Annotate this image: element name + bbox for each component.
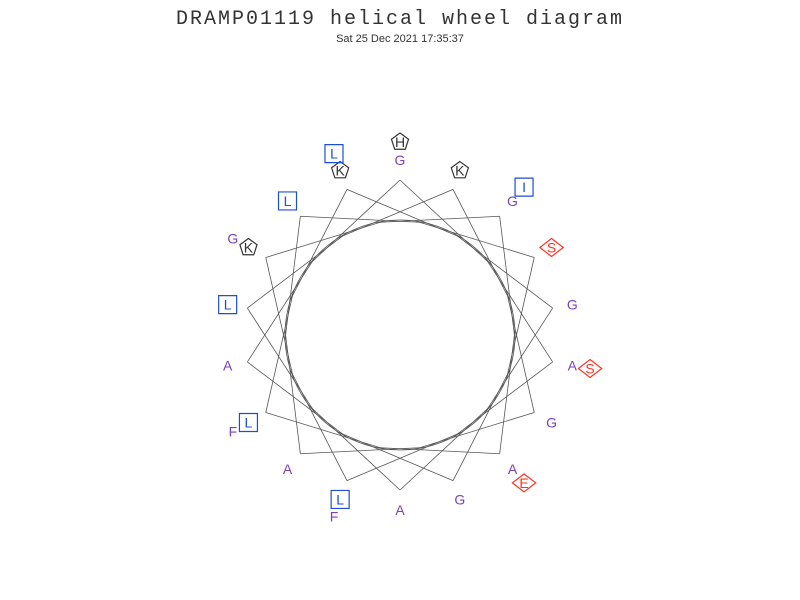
residue-label: A xyxy=(568,357,578,373)
wheel-spoke xyxy=(376,216,515,339)
wheel-spoke xyxy=(376,331,515,454)
residue-label: A xyxy=(223,357,233,373)
wheel-spoke xyxy=(285,216,424,339)
residue-label: I xyxy=(522,179,526,195)
wheel-spoke xyxy=(309,406,490,490)
residue-label: F xyxy=(330,508,339,524)
residue-label: H xyxy=(395,134,405,150)
page-title: DRAMP01119 helical wheel diagram xyxy=(0,8,800,31)
residue-label: K xyxy=(244,240,254,256)
wheel-spoke xyxy=(285,331,424,454)
residue-label: A xyxy=(395,502,405,518)
residue-label: G xyxy=(507,193,518,209)
residue-label: K xyxy=(335,163,345,179)
residue-label: A xyxy=(283,461,293,477)
wheel-spoke xyxy=(309,180,490,264)
residue-label: L xyxy=(224,297,232,313)
residue-label: K xyxy=(455,163,465,179)
residue-label: S xyxy=(585,361,594,377)
page-subtitle: Sat 25 Dec 2021 17:35:37 xyxy=(0,33,800,45)
residue-label: F xyxy=(229,424,238,440)
residue-label: G xyxy=(227,231,238,247)
wheel-spoke xyxy=(416,292,534,449)
wheel-spoke xyxy=(339,371,509,481)
wheel-spoke xyxy=(339,189,509,299)
residue-label: L xyxy=(330,146,338,162)
residue-label: G xyxy=(395,152,406,168)
wheel-spoke xyxy=(291,371,461,481)
starburst xyxy=(247,180,552,490)
residue-label: L xyxy=(284,193,292,209)
wheel-spoke xyxy=(266,221,384,378)
residue-labels: GALKGALKGALKGALSGAHSFGIEFL xyxy=(219,133,602,524)
residue-label: G xyxy=(567,297,578,313)
wheel-spoke xyxy=(416,221,534,378)
residue-label: L xyxy=(245,415,253,431)
residue-label: E xyxy=(519,475,528,491)
residue-label: G xyxy=(546,415,557,431)
helical-wheel-diagram: GALKGALKGALKGALSGAHSFGIEFL xyxy=(0,45,800,600)
residue-label: A xyxy=(508,461,518,477)
residue-label: G xyxy=(454,491,465,507)
residue-label: S xyxy=(547,240,556,256)
wheel-spoke xyxy=(266,292,384,449)
wheel-spoke xyxy=(291,189,461,299)
residue-label: L xyxy=(336,491,344,507)
